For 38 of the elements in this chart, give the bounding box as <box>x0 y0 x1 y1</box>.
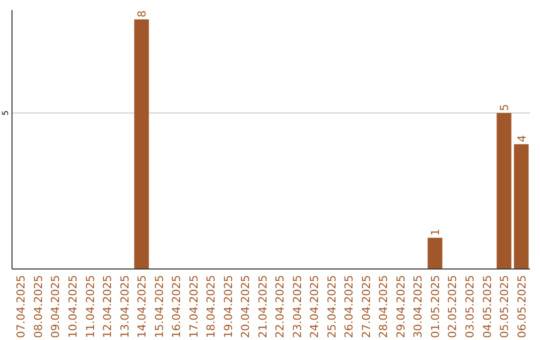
x-tick-label: 16.04.2025 <box>170 275 184 338</box>
x-tick-label: 05.05.2025 <box>498 275 512 338</box>
bar <box>428 238 442 269</box>
x-tick-label: 27.04.2025 <box>360 275 373 338</box>
x-tick-label: 29.04.2025 <box>394 275 408 338</box>
x-tick-label: 13.04.2025 <box>118 275 132 338</box>
bar <box>134 19 149 269</box>
data-label: 1 <box>428 228 442 236</box>
data-label: 4 <box>515 135 528 142</box>
x-tick-label: 11.04.2025 <box>84 275 97 338</box>
x-tick-label: 21.04.2025 <box>256 275 270 338</box>
x-tick-label: 06.05.2025 <box>515 275 528 338</box>
bar <box>514 144 529 269</box>
x-tick-label: 22.04.2025 <box>274 275 287 338</box>
x-tick-label: 01.05.2025 <box>428 275 442 338</box>
x-tick-label: 26.04.2025 <box>342 275 356 338</box>
data-label: 5 <box>498 104 512 111</box>
x-tick-label: 03.05.2025 <box>464 275 476 338</box>
x-tick-label: 12.04.2025 <box>101 275 114 338</box>
x-tick-label: 02.05.2025 <box>446 275 460 338</box>
x-tick-label: 18.04.2025 <box>204 275 218 338</box>
x-tick-label: 25.04.2025 <box>325 275 338 338</box>
x-tick-label: 20.04.2025 <box>239 275 252 338</box>
x-tick-label: 14.04.2025 <box>136 275 149 338</box>
x-tick-label: 08.04.2025 <box>32 275 45 338</box>
x-tick-label: 23.04.2025 <box>290 275 304 338</box>
x-tick-label: 24.04.2025 <box>308 275 322 338</box>
x-tick-label: 04.05.2025 <box>480 275 494 338</box>
x-tick-label: 30.04.2025 <box>412 275 425 338</box>
data-label: 8 <box>136 10 149 18</box>
bar <box>496 112 512 269</box>
x-tick-label: 19.04.2025 <box>222 275 235 338</box>
x-tick-label: 17.04.2025 <box>187 275 200 338</box>
x-tick-label: 15.04.2025 <box>152 275 166 338</box>
x-tick-label: 28.04.2025 <box>377 275 390 338</box>
x-tick-label: 10.04.2025 <box>66 275 80 338</box>
x-tick-label: 07.04.2025 <box>14 275 28 338</box>
x-tick-label: 09.04.2025 <box>49 275 62 338</box>
